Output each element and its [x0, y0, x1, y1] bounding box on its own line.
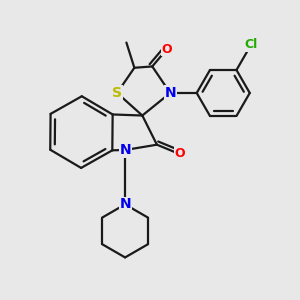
Text: Cl: Cl [244, 38, 258, 51]
Text: S: S [112, 86, 122, 100]
Text: N: N [164, 86, 176, 100]
Text: N: N [119, 143, 131, 157]
Text: O: O [161, 43, 172, 56]
Text: N: N [119, 197, 131, 212]
Text: O: O [174, 148, 185, 160]
